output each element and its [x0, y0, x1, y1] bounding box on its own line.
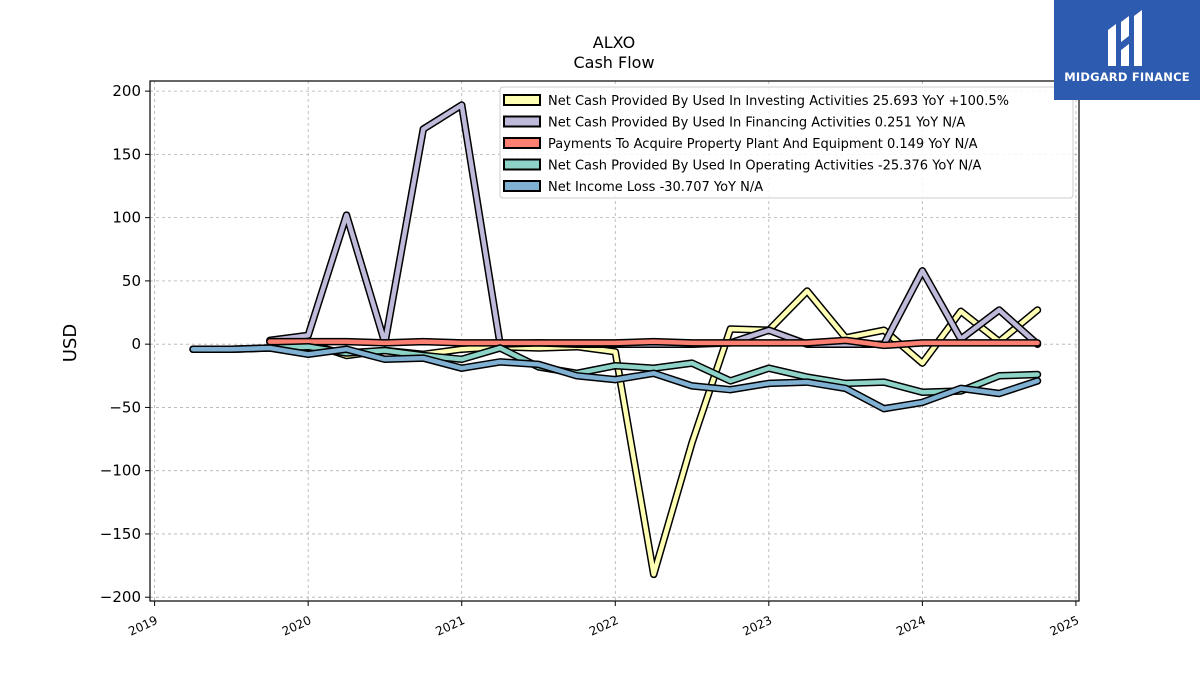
x-tick-label: 2023 — [740, 613, 774, 639]
y-tick-label: 150 — [112, 145, 141, 163]
y-tick-label: −100 — [100, 462, 141, 480]
x-axis-ticks: 2019 2020 2021 2022 2023 2024 2025 — [126, 601, 1081, 639]
x-tick-label: 2019 — [126, 613, 160, 639]
legend-label: Net Cash Provided By Used In Operating A… — [548, 159, 982, 174]
x-tick-label: 2025 — [1048, 613, 1082, 639]
y-tick-label: −200 — [100, 588, 141, 606]
y-axis-label: USD — [60, 324, 81, 362]
chart-subtitle: Cash Flow — [573, 53, 654, 72]
legend-label: Net Cash Provided By Used In Investing A… — [548, 94, 1009, 109]
series-line — [267, 338, 1040, 348]
series-line — [190, 345, 1040, 411]
x-tick-label: 2022 — [587, 613, 621, 639]
y-tick-label: 50 — [122, 272, 141, 290]
y-tick-label: −150 — [100, 525, 141, 543]
y-tick-label: 100 — [112, 209, 141, 227]
chart-title: ALXO — [593, 33, 635, 52]
series-lines — [189, 101, 1042, 579]
midgard-finance-logo: MIDGARD FINANCE — [1054, 0, 1200, 100]
legend-box — [499, 86, 1074, 199]
y-tick-label: 0 — [131, 335, 141, 353]
x-tick-label: 2021 — [433, 613, 467, 639]
legend-swatch — [503, 137, 541, 149]
legend-swatch — [503, 180, 541, 192]
y-tick-label: 200 — [112, 82, 141, 100]
logo-text: MIDGARD FINANCE — [1064, 70, 1190, 84]
logo-mark-icon — [1108, 10, 1142, 66]
legend-swatch — [503, 115, 541, 128]
legend-swatch — [503, 94, 541, 106]
legend: Net Cash Provided By Used In Investing A… — [499, 86, 1074, 199]
plot-frame — [149, 80, 1080, 602]
x-tick-label: 2020 — [280, 613, 314, 639]
legend-label: Payments To Acquire Property Plant And E… — [548, 137, 978, 152]
y-axis-ticks: 200 150 100 50 0 −50 −100 −150 −200 — [100, 82, 150, 606]
y-tick-label: −50 — [109, 398, 141, 416]
legend-label: Net Income Loss -30.707 YoY N/A — [548, 180, 763, 195]
legend-label: Net Cash Provided By Used In Financing A… — [548, 116, 965, 131]
x-tick-label: 2024 — [894, 613, 928, 639]
legend-swatch — [503, 158, 541, 171]
